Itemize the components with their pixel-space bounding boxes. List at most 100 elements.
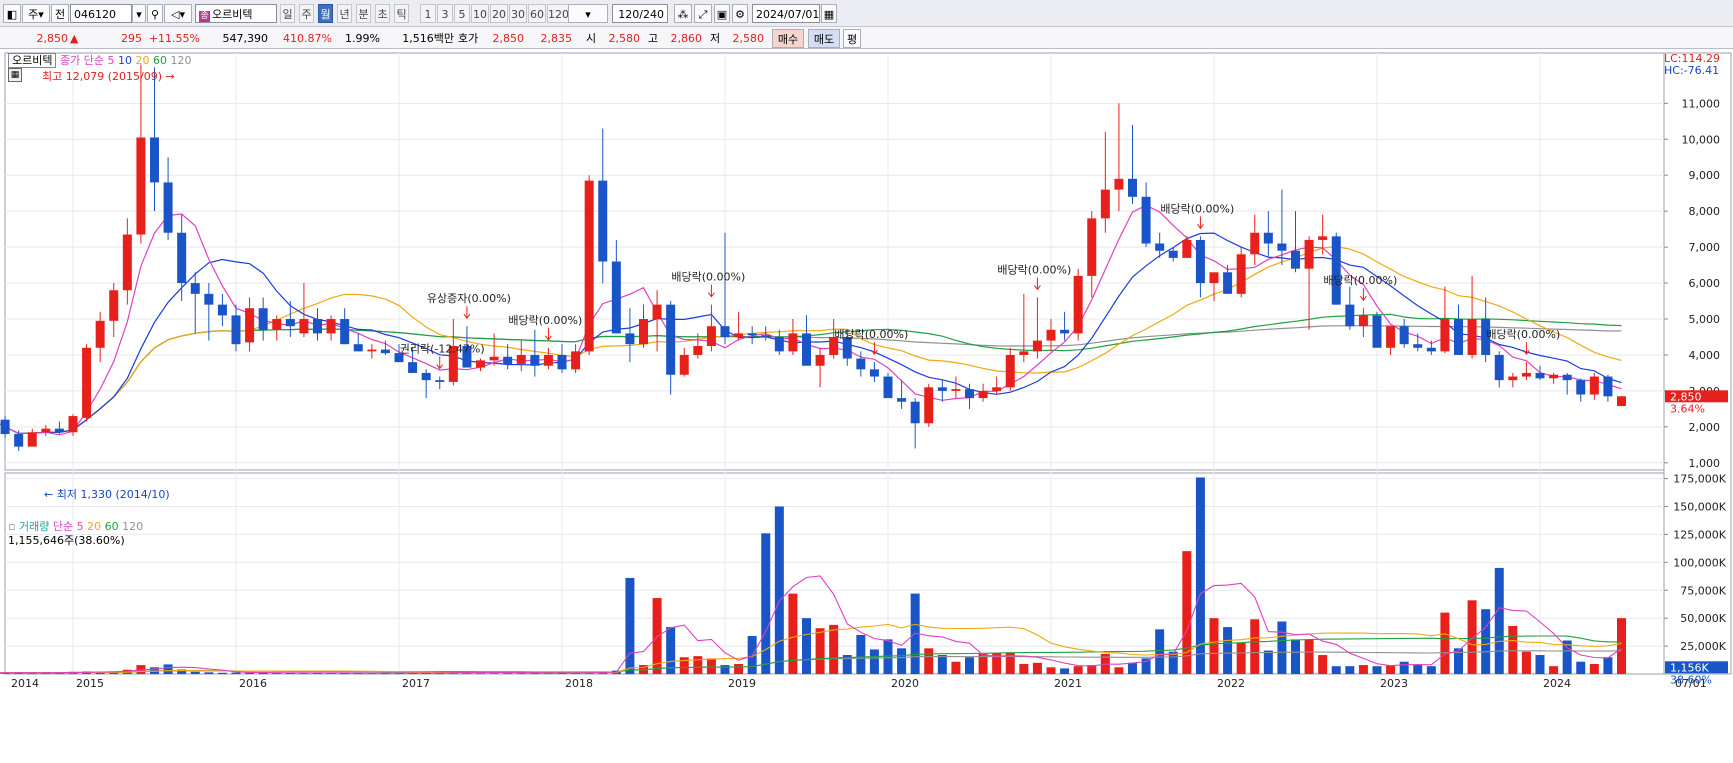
- interval-tab-5[interactable]: 5: [454, 4, 470, 23]
- period-tab-2[interactable]: 월: [318, 4, 333, 23]
- legend-ma5: 5: [107, 54, 115, 67]
- volume-bar: [951, 661, 961, 674]
- volume-bar: [1589, 663, 1599, 674]
- drawing-icon[interactable]: ⤢: [694, 4, 712, 23]
- buy-button[interactable]: 매수: [772, 29, 804, 48]
- legend-vma5: 5: [76, 520, 84, 533]
- legend-ma10: 10: [117, 54, 132, 67]
- period-tab-0[interactable]: 일: [280, 4, 295, 23]
- save-icon[interactable]: ▣: [714, 4, 730, 23]
- volume-bar: [1331, 666, 1341, 674]
- volume-bar: [1494, 567, 1504, 674]
- interval-tab-60[interactable]: 60: [528, 4, 546, 23]
- period-tab-1[interactable]: 주: [299, 4, 314, 23]
- candle-body: [1318, 236, 1328, 240]
- volume-bar: [1467, 600, 1477, 674]
- candle-body: [1223, 272, 1233, 294]
- volume-bar: [1087, 665, 1097, 674]
- volume-bar: [1386, 665, 1396, 674]
- period-tab-3[interactable]: 년: [337, 4, 352, 23]
- volume-bar: [1209, 618, 1219, 674]
- settings-icon[interactable]: ⚙: [732, 4, 748, 23]
- date-input[interactable]: 2024/07/01: [752, 4, 820, 23]
- candle-body: [1046, 329, 1056, 341]
- stock-code-input[interactable]: 046120: [70, 4, 132, 23]
- volume-bar: [1345, 666, 1355, 674]
- candle-body: [869, 369, 879, 377]
- volume-bar: [1481, 609, 1491, 674]
- period-tab-4[interactable]: 분: [356, 4, 371, 23]
- interval-tab-3[interactable]: 3: [437, 4, 453, 23]
- candle-body: [978, 390, 988, 399]
- average-button[interactable]: 평: [843, 29, 861, 48]
- volume-bar: [625, 577, 635, 674]
- candle-body: [666, 304, 676, 375]
- volume-bar: [1223, 627, 1233, 674]
- volume-bar: [163, 664, 173, 674]
- candle-body: [245, 308, 255, 343]
- candle-body: [1426, 347, 1436, 352]
- prefix-button[interactable]: 전: [51, 4, 69, 23]
- volume-tick-label: 25,000K: [1680, 640, 1726, 653]
- volume-bar: [883, 639, 893, 674]
- candle-body: [842, 336, 852, 359]
- volume-bar: [1168, 651, 1178, 674]
- screen-menu-icon[interactable]: ◧: [3, 4, 21, 23]
- price-tick-label: 10,000: [1682, 133, 1721, 146]
- candle-body: [1087, 218, 1097, 276]
- candle-body: [652, 304, 662, 320]
- candle-body: [136, 137, 146, 235]
- candle-body: [285, 319, 295, 327]
- interval-tab-10[interactable]: 10: [471, 4, 489, 23]
- volume-bar: [1318, 655, 1328, 674]
- legend-vma120: 120: [122, 520, 144, 533]
- search-icon[interactable]: ⚲: [147, 4, 163, 23]
- max-price-label: 최고 12,079 (2015/09) →: [42, 70, 175, 83]
- candle-body: [353, 344, 363, 352]
- period-tab-6[interactable]: 틱: [394, 4, 409, 23]
- legend-volume-name: 거래량: [18, 520, 50, 533]
- interval-tab-120[interactable]: 120: [547, 4, 569, 23]
- min-label-text: 최저 1,330 (2014/10): [56, 488, 170, 501]
- event-label: 배당락(0.00%): [1160, 202, 1234, 215]
- event-label: 배당락(0.00%): [671, 271, 745, 284]
- sell-button[interactable]: 매도: [808, 29, 840, 48]
- indicator-icon[interactable]: ⁂: [674, 4, 692, 23]
- candle-body: [516, 354, 526, 364]
- current-price: 2,850: [36, 32, 69, 45]
- price-legend: 오르비텍 종가 단순 5 10 20 60 120: [8, 52, 191, 68]
- stock-name-field[interactable]: 종 오르비텍: [195, 4, 277, 23]
- table-icon[interactable]: ▦: [8, 68, 22, 82]
- lc-label: LC:114.29: [1664, 52, 1721, 65]
- candle-body: [1521, 372, 1531, 377]
- volume-bar: [1182, 551, 1192, 674]
- event-arrow: [1034, 277, 1041, 291]
- candle-body: [204, 293, 214, 305]
- volume-bar: [978, 653, 988, 674]
- period-type-select[interactable]: 주▾: [22, 4, 50, 23]
- volume-bar: [1032, 662, 1042, 674]
- candle-body: [109, 290, 119, 321]
- candle-body: [1141, 196, 1151, 244]
- volume-tick-label: 75,000K: [1680, 584, 1726, 597]
- interval-tab-20[interactable]: 20: [490, 4, 508, 23]
- calendar-icon[interactable]: ▦: [821, 4, 837, 23]
- interval-tab-30[interactable]: 30: [509, 4, 527, 23]
- candle-body: [788, 333, 798, 352]
- code-dropdown-icon[interactable]: ▾: [132, 4, 146, 23]
- interval-tab-1[interactable]: 1: [420, 4, 436, 23]
- candle-body: [625, 333, 635, 345]
- price-tick-label: 5,000: [1689, 313, 1721, 326]
- volume-bar: [0, 672, 10, 674]
- volume-bar: [313, 672, 322, 674]
- period-tab-5[interactable]: 초: [375, 4, 390, 23]
- interval-dropdown[interactable]: ▾: [568, 4, 608, 23]
- volume-bar: [924, 648, 934, 674]
- data-count-input[interactable]: 120/240: [612, 4, 668, 23]
- volume-bar: [326, 672, 336, 674]
- candle-body: [0, 419, 10, 435]
- sound-icon[interactable]: ◁▾: [164, 4, 192, 23]
- low-price: 2,580: [732, 32, 765, 45]
- volume-bar: [802, 618, 811, 674]
